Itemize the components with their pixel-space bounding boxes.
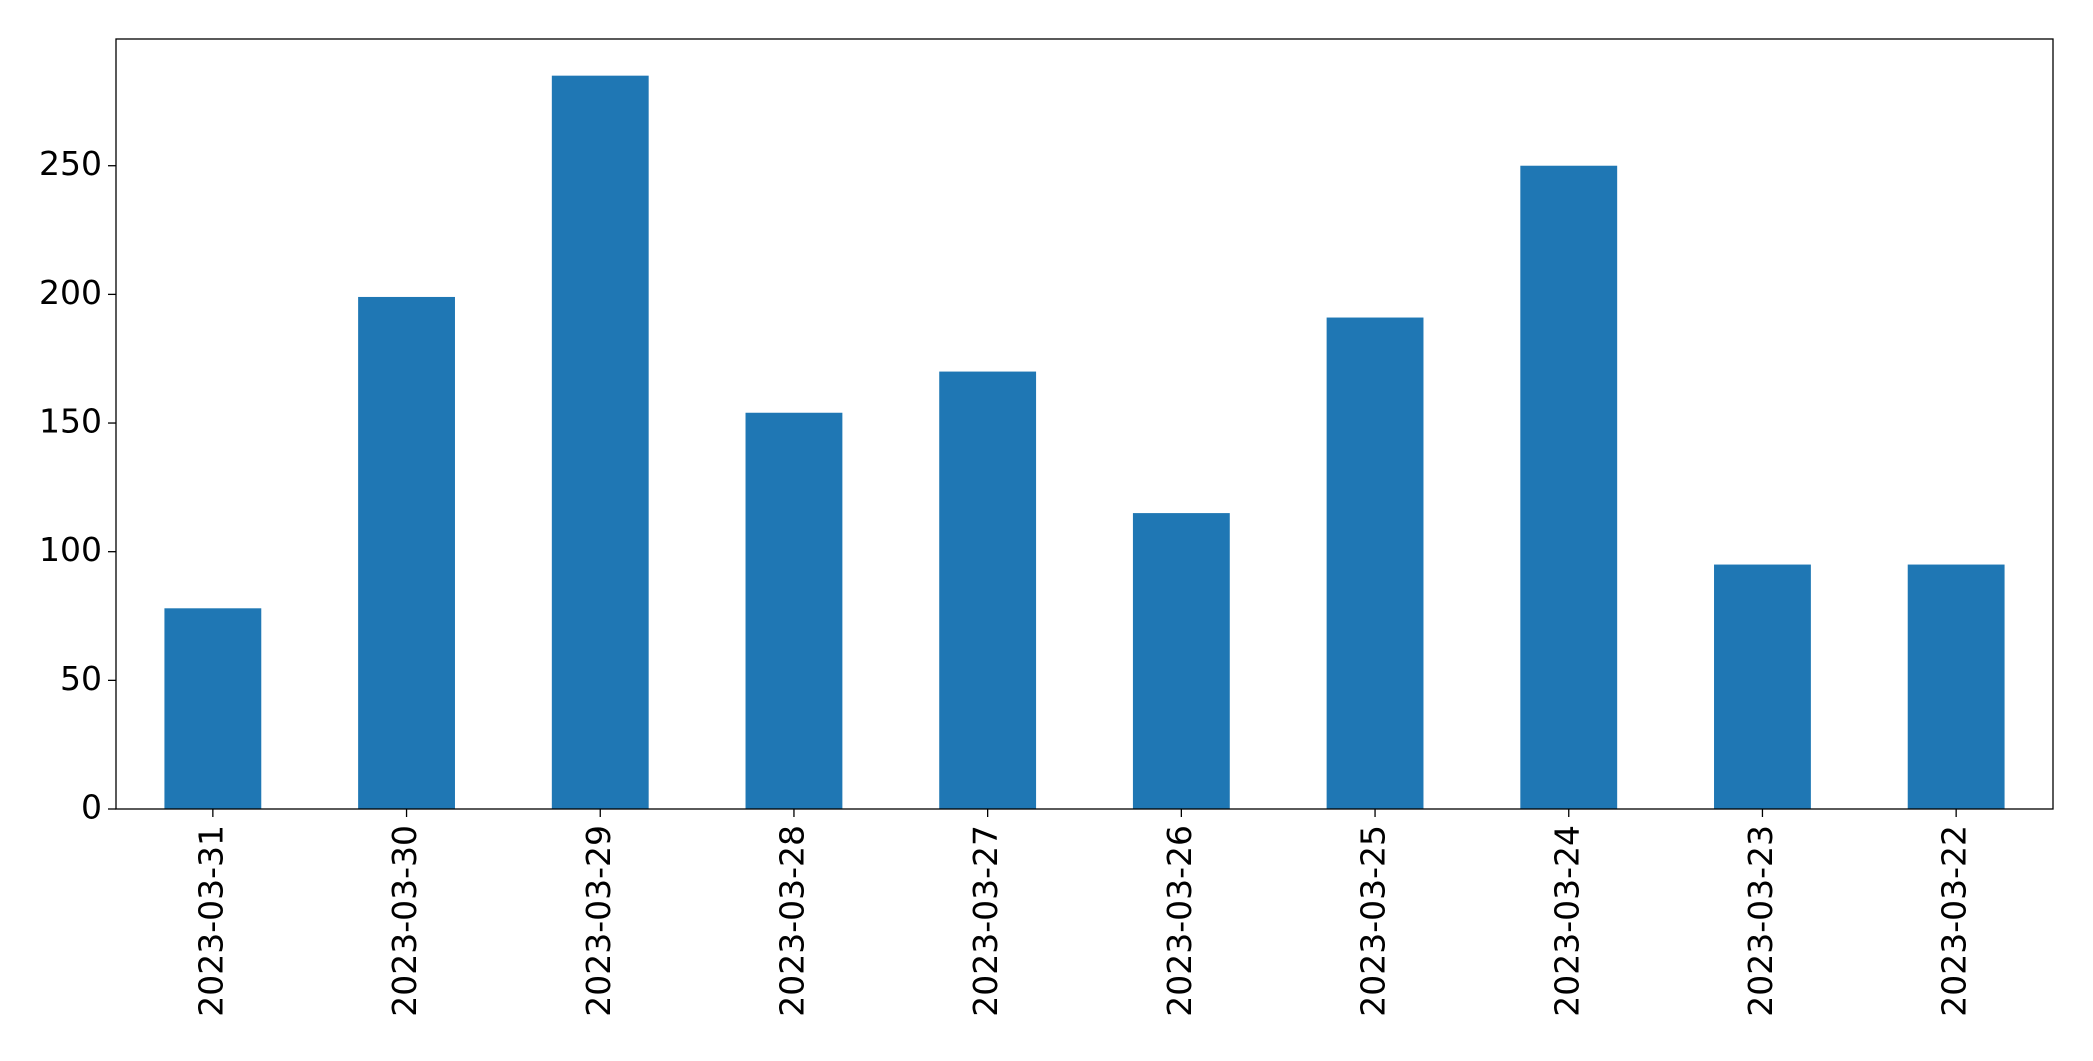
y-tick-label: 150: [39, 402, 102, 441]
bar: [745, 412, 843, 809]
bar: [164, 608, 262, 809]
plot-frame: [115, 38, 2054, 810]
x-tick-label: 2023-03-25: [1354, 825, 1393, 1017]
x-tick-label: 2023-03-23: [1741, 825, 1780, 1017]
x-tick-label: 2023-03-31: [191, 825, 230, 1017]
bar: [1714, 564, 1811, 809]
x-tick-label: 2023-03-28: [772, 825, 811, 1017]
bar: [1132, 513, 1230, 809]
x-tick-label: 2023-03-26: [1160, 825, 1199, 1017]
y-tick-label: 100: [39, 530, 102, 569]
y-tick-label: 200: [39, 273, 102, 312]
x-tick-label: 2023-03-29: [579, 825, 618, 1017]
bar: [358, 296, 455, 809]
bar: [1907, 564, 2005, 809]
y-tick-label: 0: [81, 788, 102, 827]
bar: [939, 371, 1037, 809]
y-tick-label: 50: [60, 659, 102, 698]
x-tick-label: 2023-03-27: [966, 825, 1005, 1017]
x-tick-label: 2023-03-30: [385, 825, 424, 1017]
bar: [1520, 165, 1618, 809]
x-tick-label: 2023-03-24: [1547, 825, 1586, 1017]
y-tick-label: 250: [39, 144, 102, 183]
bar: [1326, 317, 1424, 809]
x-tick-label: 2023-03-22: [1935, 825, 1974, 1017]
bar: [551, 75, 649, 809]
